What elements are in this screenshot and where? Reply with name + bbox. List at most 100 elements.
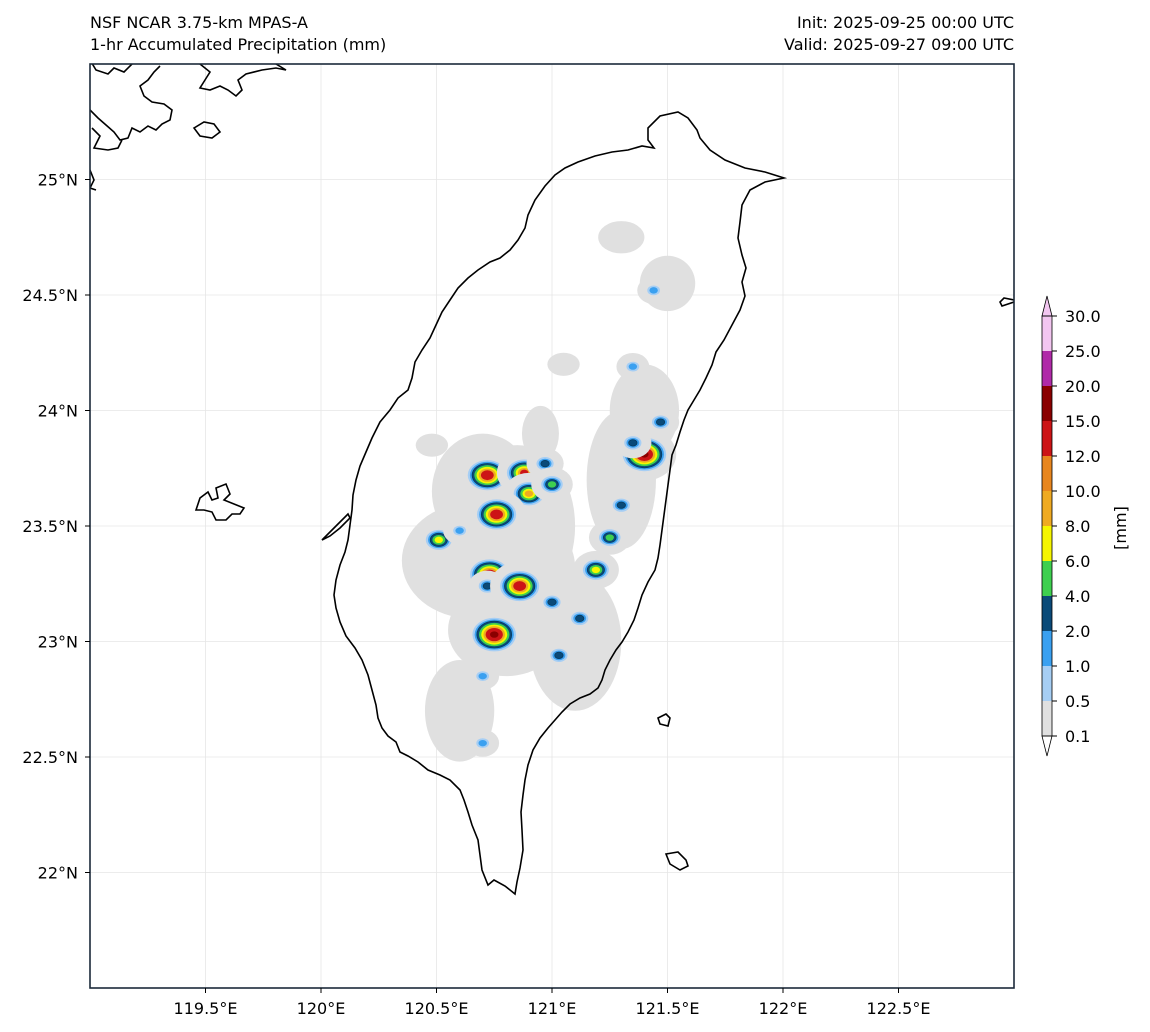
precip-cell-8 [641,406,680,438]
header-right: Init: 2025-09-25 00:00 UTC Valid: 2025-0… [784,12,1014,56]
colorbar-level-2: 1.0 [1065,657,1090,676]
gridlines [90,64,1014,988]
precip-contour [490,631,499,638]
colorbar-level-7: 10.0 [1065,482,1101,501]
lon-tick-label-3: 121°E [528,999,577,1018]
china-coast-inlet [192,121,222,139]
field-title: 1-hr Accumulated Precipitation (mm) [90,35,387,54]
colorbar-level-4: 4.0 [1065,587,1090,606]
precip-contour [492,511,501,518]
penghu-islands [194,482,246,521]
china-coast-south [90,169,97,191]
colorbar-level-1: 0.5 [1065,692,1090,711]
colorbar-extend-low [1041,735,1053,757]
precip-cell-18 [462,608,527,661]
light-precip-area-10 [521,405,559,462]
precip-contour [540,460,550,468]
colorbar-level-12: 30.0 [1065,307,1101,326]
colorbar-segment-4 [1042,561,1052,596]
lon-tick-label-1: 120°E [297,999,346,1018]
lon-tick-label-2: 120.5°E [405,999,469,1018]
precip-contour [628,363,638,370]
init-time: Init: 2025-09-25 00:00 UTC [796,13,1014,32]
colorbar: 0.1 0.5 1.0 2.0 4.0 6.0 8.0 10.0 12.0 15.0 20.0 25.… [1041,295,1101,757]
precip-contour [524,490,534,497]
lon-tick-label-5: 122°E [759,999,808,1018]
precip-cell-20 [466,729,500,757]
colorbar-segment-0 [1042,701,1052,736]
lon-tick-label-6: 122.5°E [867,999,931,1018]
lat-tick-label-0: 25°N [38,171,78,190]
sandbar-coast [321,512,351,541]
precip-cell-9 [602,489,640,521]
lat-tick-label-5: 22.5°N [22,748,78,767]
precip-contour [616,501,626,509]
colorbar-segment-6 [1042,491,1052,526]
precip-contour [591,566,601,574]
precip-contour [554,651,564,659]
valid-time: Valid: 2025-09-27 09:00 UTC [783,35,1014,54]
header-left: NSF NCAR 3.75-km MPAS-A 1-hr Accumulated… [90,12,386,56]
lat-tick-label-1: 24.5°N [22,286,78,305]
precip-contour [478,672,487,680]
precip-cell-3 [466,490,527,539]
colorbar-level-11: 25.0 [1065,342,1101,361]
precip-contour [434,536,444,544]
colorbar-unit-label: [mm] [1111,506,1130,550]
lon-tick-label-0: 119.5°E [174,999,238,1018]
colorbar-segment-1 [1042,666,1052,701]
coastlines [90,64,1014,896]
colorbar-extend-high [1041,295,1053,317]
axis-ticks: 119.5°E 120°E 120.5°E 121°E 121.5°E 122°E 122.… [22,171,930,1019]
precip-contour [655,418,666,426]
colorbar-segment-5 [1042,526,1052,561]
light-precip-area-11 [415,433,449,457]
taiwan-coastline [333,111,788,896]
precip-contour [547,598,557,606]
precip-cell-5 [531,467,573,502]
precip-cell-19 [540,639,578,671]
colorbar-level-9: 15.0 [1065,412,1101,431]
lat-tick-label-4: 23°N [38,633,78,652]
precip-contour [605,534,614,541]
lat-tick-label-2: 24°N [38,402,78,421]
precip-cell-21 [637,276,671,304]
colorbar-segment-7 [1042,456,1052,491]
orchid-island [664,851,689,871]
china-coast-north [91,64,133,75]
ryukyu-coast [999,297,1014,307]
precip-contour [649,287,658,294]
precip-cell-17 [561,603,599,634]
precip-contour [455,527,464,534]
precip-cell-11 [572,550,619,589]
colorbar-segment-8 [1042,421,1052,456]
precip-contour [575,614,585,623]
colorbar-segment-10 [1042,351,1052,386]
colorbar-level-10: 20.0 [1065,377,1101,396]
colorbar-segment-3 [1042,596,1052,631]
colorbar-level-6: 8.0 [1065,517,1090,536]
green-island [657,713,671,727]
colorbar-level-8: 12.0 [1065,447,1101,466]
light-precip-area-8 [598,221,645,254]
precip-cell-24 [616,353,650,381]
precip-cell-7 [614,427,652,459]
light-precip-area-12 [547,352,580,376]
colorbar-level-5: 6.0 [1065,552,1090,571]
china-coast [90,64,287,151]
lat-tick-label-3: 23.5°N [22,517,78,536]
precip-contour [547,481,557,488]
precip-contour [515,582,524,590]
colorbar-segment-11 [1042,316,1052,351]
precip-cell-23 [443,517,476,545]
precip-contour [483,471,492,479]
colorbar-segment-2 [1042,631,1052,666]
precip-contour [478,739,487,747]
colorbar-level-3: 2.0 [1065,622,1090,641]
colorbar-level-0: 0.1 [1065,727,1090,746]
lat-tick-label-6: 22°N [38,864,78,883]
precip-cell-16 [533,586,571,618]
model-title: NSF NCAR 3.75-km MPAS-A [90,13,308,32]
precip-cell-22 [466,662,500,690]
